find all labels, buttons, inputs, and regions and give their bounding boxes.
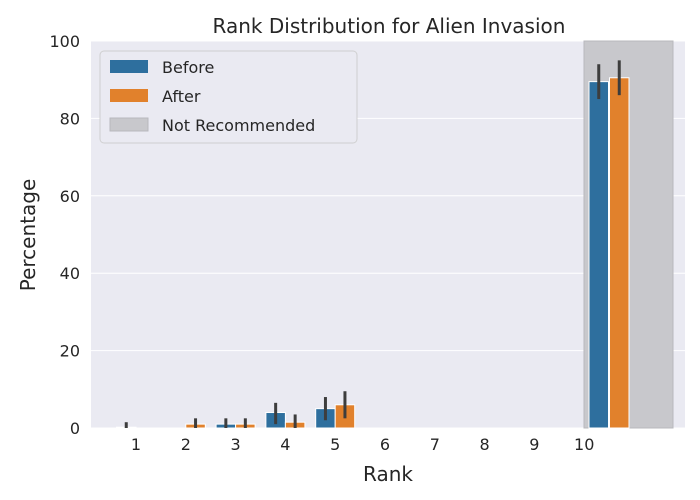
x-ticks: 1 2 3 4 5 6 7 8 9 10 — [131, 435, 594, 454]
x-tick-label: 3 — [231, 435, 241, 454]
bar-before-nr — [588, 81, 609, 429]
y-tick-label: 0 — [70, 419, 80, 438]
y-tick-label: 60 — [60, 187, 80, 206]
bar-after-nr — [609, 77, 630, 429]
legend-swatch-not-recommended — [109, 117, 149, 132]
x-tick-label: 2 — [181, 435, 191, 454]
x-tick-label: 5 — [330, 435, 340, 454]
y-tick-label: 20 — [60, 342, 80, 361]
x-tick-label: 10 — [574, 435, 594, 454]
y-tick-label: 100 — [49, 32, 80, 51]
x-tick-label: 7 — [430, 435, 440, 454]
legend-swatch-before — [110, 60, 148, 73]
legend-swatch-after — [110, 89, 148, 102]
legend: Before After Not Recommended — [99, 50, 358, 144]
y-tick-label: 80 — [60, 109, 80, 128]
x-tick-label: 4 — [280, 435, 290, 454]
error-bars — [124, 60, 621, 428]
legend-label-not-recommended: Not Recommended — [162, 116, 315, 135]
x-tick-label: 6 — [380, 435, 390, 454]
y-axis-label: Percentage — [16, 179, 40, 292]
x-tick-label: 9 — [529, 435, 539, 454]
x-axis-label: Rank — [363, 462, 413, 486]
x-tick-label: 1 — [131, 435, 141, 454]
x-tick-label: 8 — [480, 435, 490, 454]
legend-box — [99, 50, 358, 144]
y-tick-label: 40 — [60, 264, 80, 283]
legend-label-before: Before — [162, 58, 214, 77]
bars — [116, 77, 630, 429]
y-ticks: 0 20 40 60 80 100 — [49, 32, 80, 438]
legend-label-after: After — [162, 87, 201, 106]
chart-title: Rank Distribution for Alien Invasion — [213, 14, 566, 38]
